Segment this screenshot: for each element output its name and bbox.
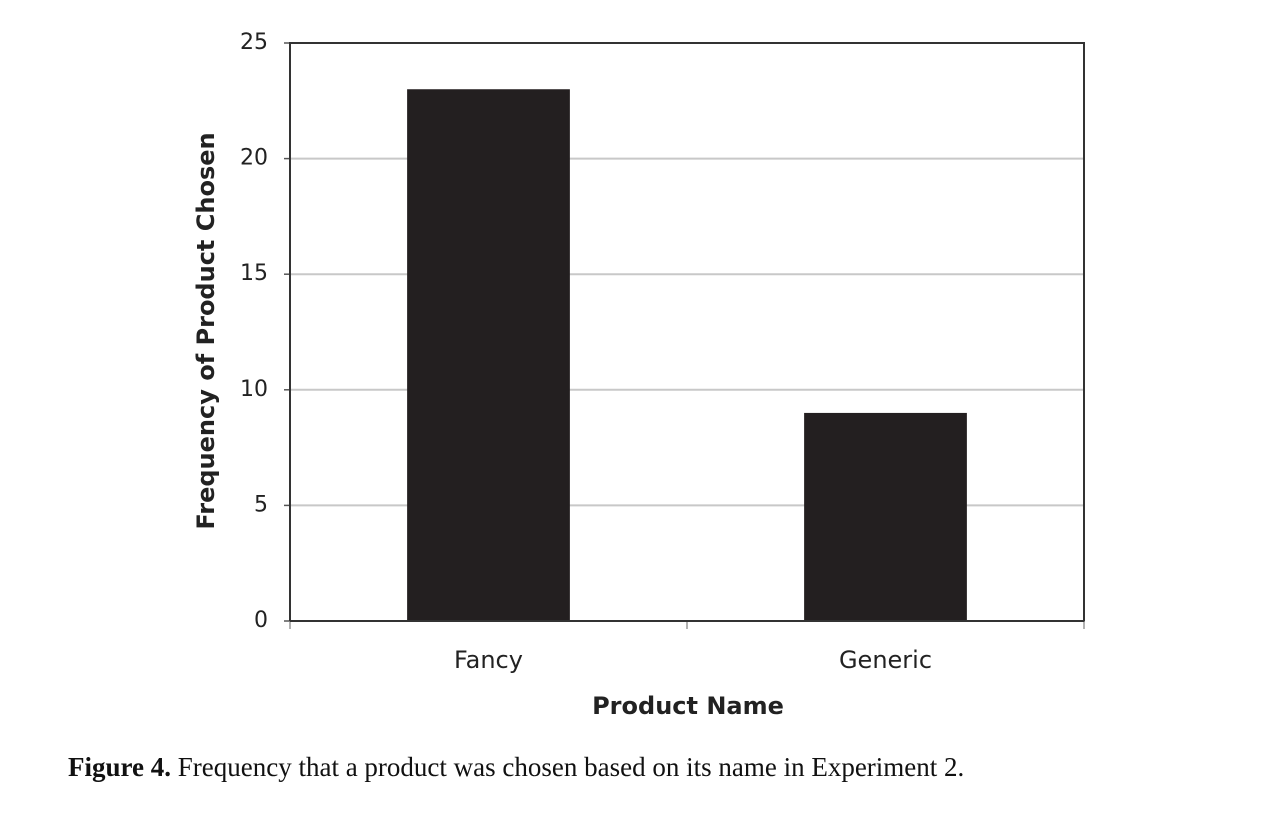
y-tick-label: 15 bbox=[240, 261, 268, 286]
caption-label: Figure 4. bbox=[68, 752, 171, 782]
x-axis-title: Product Name bbox=[592, 692, 784, 720]
bar bbox=[804, 412, 967, 621]
x-tick-label: Generic bbox=[839, 646, 932, 674]
x-tick-label: Fancy bbox=[454, 646, 523, 674]
caption-text: Frequency that a product was chosen base… bbox=[178, 752, 965, 782]
y-tick-label: 10 bbox=[240, 377, 268, 402]
bar bbox=[407, 89, 570, 622]
y-tick-label: 25 bbox=[240, 30, 268, 55]
y-tick-label: 5 bbox=[254, 492, 268, 517]
y-tick-label: 20 bbox=[240, 146, 268, 171]
y-axis-title: Frequency of Product Chosen bbox=[192, 132, 220, 529]
y-tick-label: 0 bbox=[254, 608, 268, 633]
caption: Figure 4. Frequency that a product was c… bbox=[68, 752, 964, 782]
